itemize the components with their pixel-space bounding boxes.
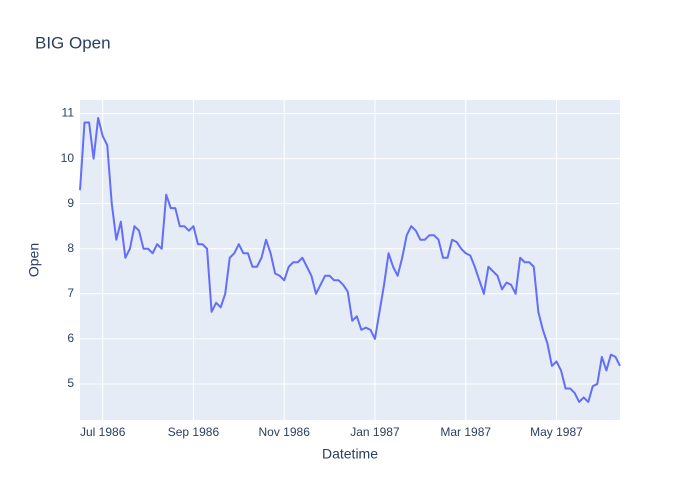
y-tick-label: 10: [61, 151, 75, 165]
y-tick-label: 11: [62, 106, 75, 120]
y-tick-label: 9: [67, 196, 74, 210]
x-tick-label: Jan 1987: [350, 425, 400, 439]
x-tick-label: Sep 1986: [168, 425, 220, 439]
y-tick-label: 7: [67, 286, 74, 300]
x-tick-label: May 1987: [530, 425, 583, 439]
plot-area: [80, 100, 620, 420]
y-tick-label: 5: [67, 376, 74, 390]
y-tick-label: 6: [67, 331, 74, 345]
x-tick-label: Nov 1986: [259, 425, 311, 439]
y-tick-label: 8: [67, 241, 74, 255]
line: [79, 117, 621, 403]
x-tick-label: Jul 1986: [80, 425, 126, 439]
chart-title: BIG Open: [35, 33, 111, 52]
x-axis-title: Datetime: [322, 446, 378, 462]
y-axis-title: Open: [26, 243, 42, 277]
x-tick-label: Mar 1987: [440, 425, 491, 439]
